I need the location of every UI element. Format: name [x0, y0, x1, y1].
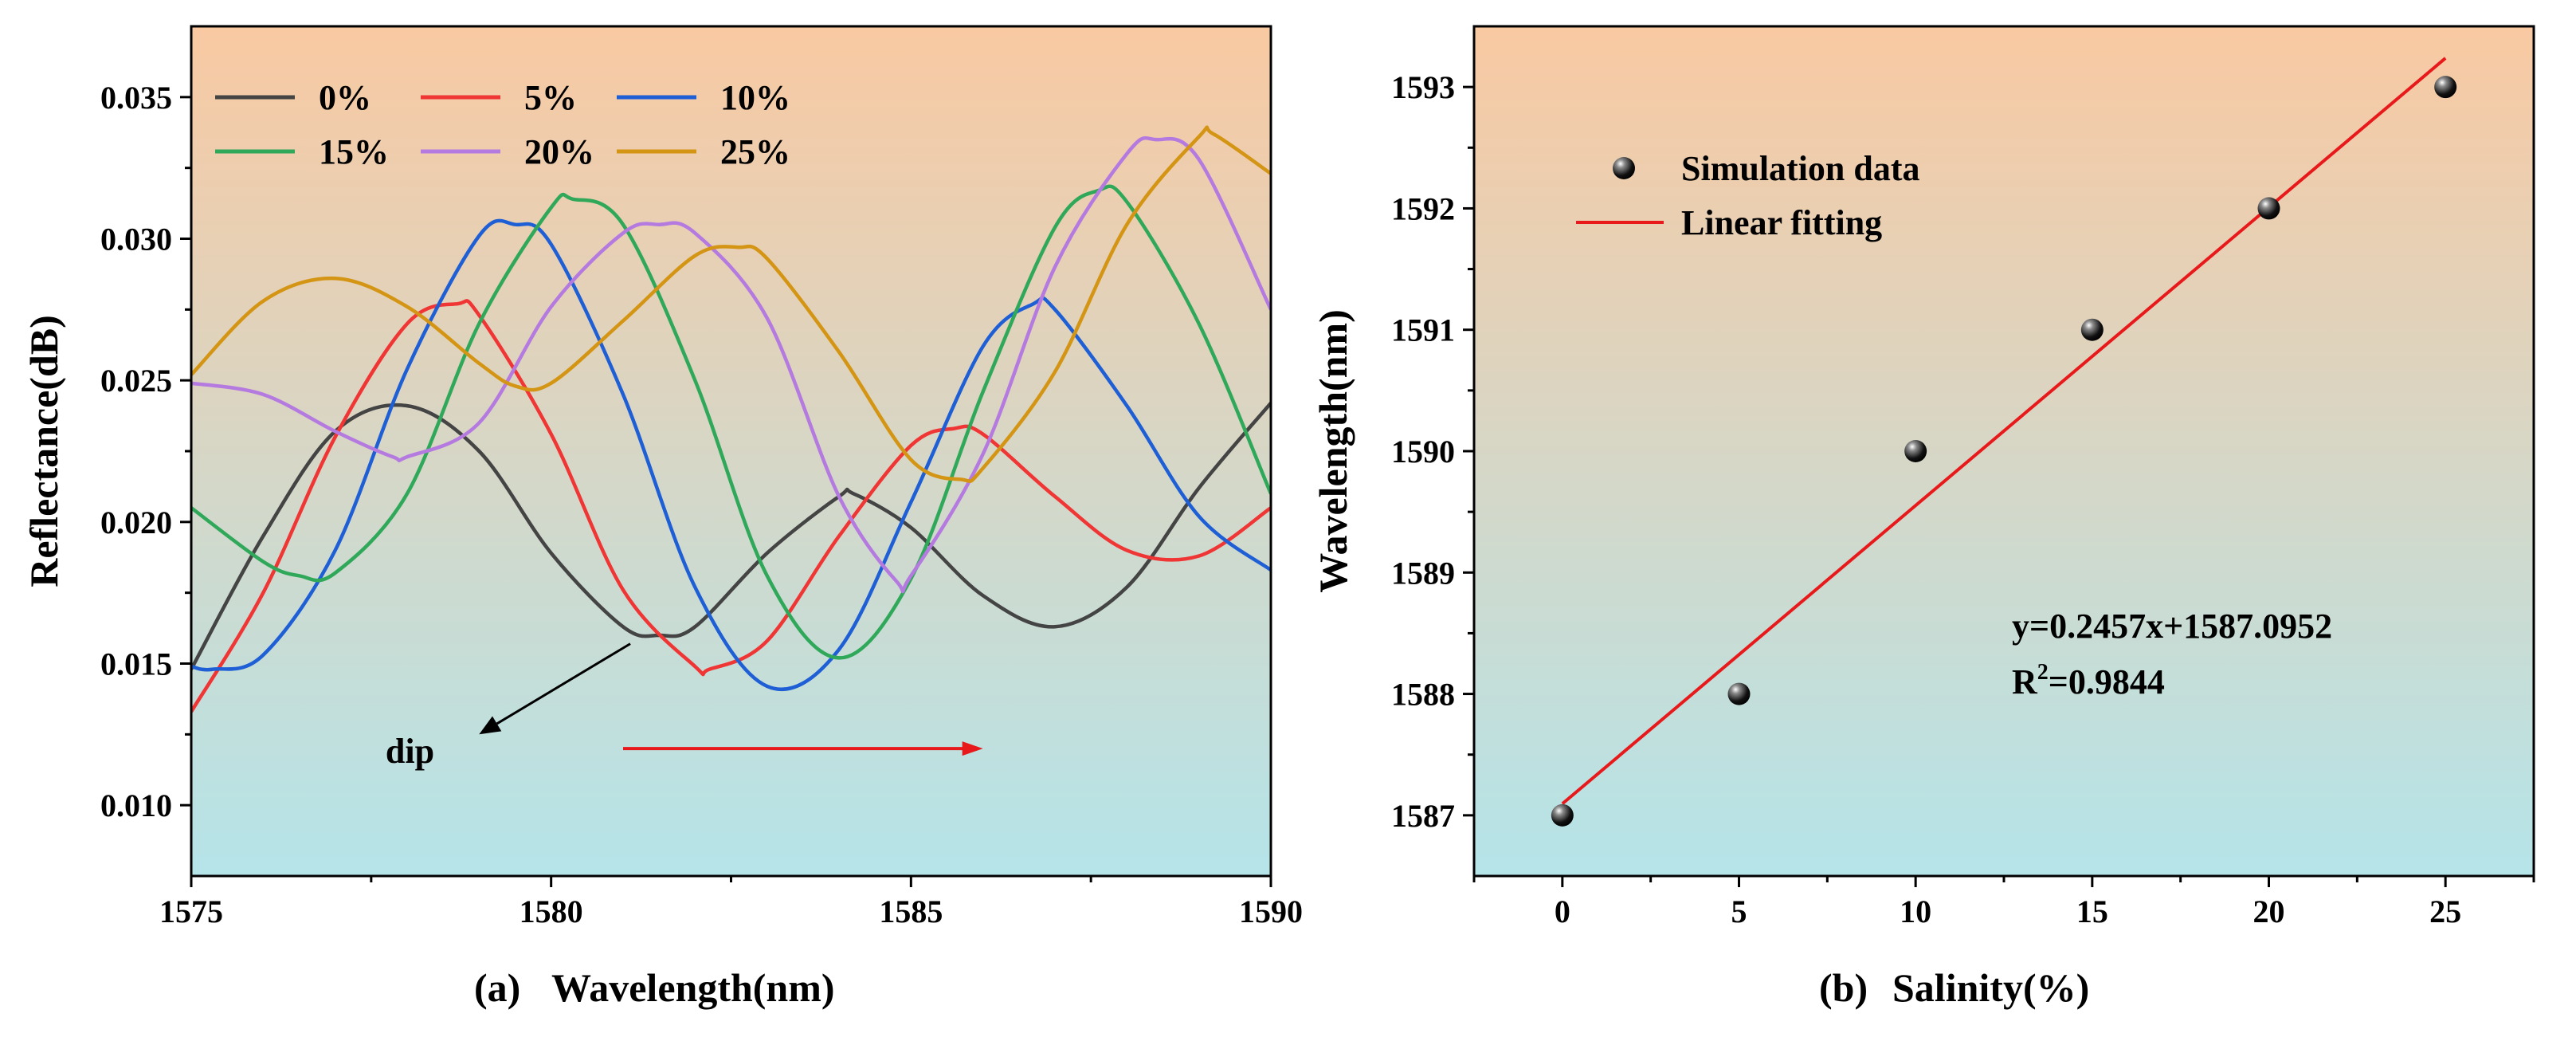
legend-label-simulation: Simulation data	[1681, 149, 1920, 188]
panel-b-x-tick-label: 0	[1555, 894, 1570, 929]
fit-r-squared: R2=0.9844	[2012, 660, 2165, 701]
panel-a-annotations: dip	[386, 642, 983, 771]
panel-b-x-tick-label: 15	[2076, 894, 2108, 929]
panel-a-series-lines	[191, 125, 1271, 713]
legend-label-5pct: 5%	[524, 78, 577, 117]
dip-arrow-head	[479, 716, 502, 735]
legend-label-0pct: 0%	[319, 78, 371, 117]
series-line-5pct	[191, 299, 1271, 713]
series-line-20pct	[191, 136, 1271, 594]
panel-b-x-tick-label: 25	[2429, 894, 2461, 929]
series-line-25pct	[191, 125, 1271, 483]
panel-b-x-tick-label: 5	[1731, 894, 1747, 929]
panel-a-y-axis-label: Reflectance(dB)	[22, 315, 66, 587]
panel-a-x-tick-label: 1590	[1239, 894, 1303, 929]
series-line-10pct	[191, 218, 1271, 692]
fit-equation: y=0.2457x+1587.0952	[2012, 607, 2332, 646]
scatter-point	[2080, 318, 2104, 341]
panel-a-x-tick-label: 1580	[520, 894, 583, 929]
panel-b-y-axis-label: Wavelength(nm)	[1311, 309, 1355, 593]
linear-fit-line	[1561, 57, 2447, 805]
panel-a-y-tick-label: 0.020	[100, 505, 172, 540]
panel-a-label: (a)	[474, 965, 520, 1010]
panel-b-y-tick-label: 1589	[1391, 555, 1455, 591]
panel-b-salinity-chart: Simulation data Linear fitting y=0.2457x…	[1311, 25, 2535, 1010]
scatter-point	[2257, 197, 2280, 220]
panel-a-x-axis-label: Wavelength(nm)	[551, 965, 835, 1010]
shift-arrow-head	[962, 741, 983, 756]
legend-label-10pct: 10%	[720, 78, 790, 117]
panel-a-legend: 0% 5% 10% 15% 20% 25%	[215, 78, 790, 171]
panel-b-plot-background	[1474, 26, 2534, 876]
scatter-point	[1904, 440, 1927, 462]
r-squared-value: =0.9844	[2049, 662, 2165, 701]
panel-a-x-tick-label: 1585	[879, 894, 943, 929]
panel-b-label: (b)	[1819, 965, 1868, 1010]
panel-a-ticks: 1575 1580 1585 1590 0.010 0.015 0.020 0.025 0.03…	[100, 80, 1303, 929]
panel-b-y-tick-label: 1590	[1391, 434, 1455, 469]
panel-b-y-tick-label: 1592	[1391, 191, 1455, 226]
panel-b-y-tick-label: 1587	[1391, 798, 1455, 834]
panel-b-ticks: 0 5 10 15 20 25 1587 1588 1589 1590 1591 1592 1593	[1391, 69, 2535, 929]
panel-a-y-tick-label: 0.030	[100, 222, 172, 257]
panel-a-y-tick-label: 0.010	[100, 788, 172, 823]
dip-label: dip	[386, 732, 434, 771]
panel-b-y-tick-label: 1591	[1391, 312, 1455, 348]
legend-marker-simulation	[1613, 157, 1635, 179]
panel-b-x-tick-label: 10	[1900, 894, 1931, 929]
legend-label-linear-fit: Linear fitting	[1681, 203, 1882, 242]
dip-arrow	[496, 642, 631, 725]
panel-a-plot-background	[191, 26, 1271, 876]
r-squared-exponent: 2	[2037, 660, 2049, 685]
scatter-point	[1551, 803, 1574, 827]
panel-a-y-tick-label: 0.025	[100, 363, 172, 399]
r-squared-symbol: R	[2012, 662, 2038, 701]
legend-label-25pct: 25%	[720, 132, 790, 171]
panel-a-reflectance-chart: dip 0% 5% 10% 15% 20% 25% 1575 1580 1585 1590 0.0…	[22, 25, 1303, 1010]
panel-b-x-axis-label: Salinity(%)	[1892, 965, 2089, 1010]
scatter-point	[1727, 682, 1751, 705]
scatter-point	[2434, 76, 2457, 99]
legend-label-20pct: 20%	[524, 132, 594, 171]
panel-a-x-tick-label: 1575	[159, 894, 223, 929]
panel-b-y-tick-label: 1593	[1391, 69, 1455, 105]
panel-b-x-tick-label: 20	[2253, 894, 2285, 929]
legend-label-15pct: 15%	[319, 132, 389, 171]
panel-a-y-tick-label: 0.015	[100, 646, 172, 682]
panel-b-scatter-points	[1551, 76, 2457, 827]
panel-b-y-tick-label: 1588	[1391, 677, 1455, 713]
panel-a-y-tick-label: 0.035	[100, 80, 172, 116]
series-line-0pct	[191, 402, 1271, 670]
panel-b-legend: Simulation data Linear fitting	[1576, 149, 1920, 242]
